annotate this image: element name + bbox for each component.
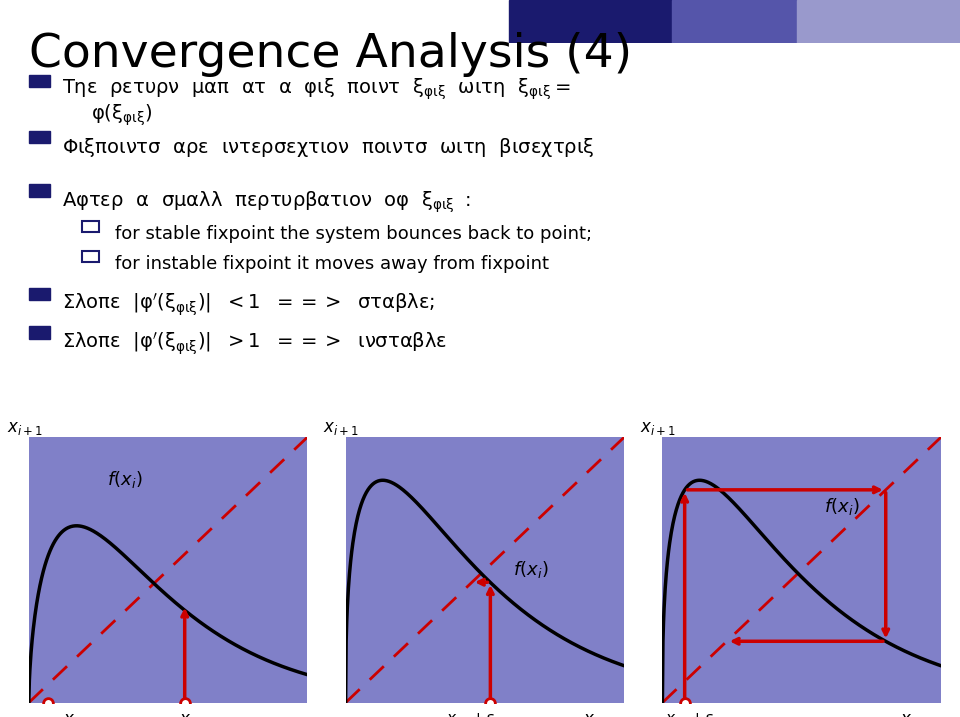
Text: $x_{i+1}$: $x_{i+1}$ xyxy=(324,419,359,437)
Text: $x_{i+1}$: $x_{i+1}$ xyxy=(7,419,42,437)
Bar xyxy=(82,221,99,232)
Text: $f(x_i)$: $f(x_i)$ xyxy=(513,559,548,580)
Text: $x_i$: $x_i$ xyxy=(900,711,915,717)
Text: $x_{fix1}$: $x_{fix1}$ xyxy=(180,711,212,717)
Bar xyxy=(29,184,50,197)
Text: $\mathrm{T\eta\epsilon\ \ \rho\epsilon\tau\upsilon\rho\nu\ \ \mu\alpha\pi\ \ \al: $\mathrm{T\eta\epsilon\ \ \rho\epsilon\t… xyxy=(62,77,571,103)
Text: $x_{fix_2}\!\!+\!\varepsilon$: $x_{fix_2}\!\!+\!\varepsilon$ xyxy=(665,712,714,717)
Text: for instable fixpoint it moves away from fixpoint: for instable fixpoint it moves away from… xyxy=(115,255,549,273)
Text: $f(x_i)$: $f(x_i)$ xyxy=(107,469,142,490)
Bar xyxy=(82,251,99,262)
Text: $\mathrm{\varphi(\xi_{\varphi\iota\xi})}$: $\mathrm{\varphi(\xi_{\varphi\iota\xi})}… xyxy=(91,103,153,128)
Bar xyxy=(29,288,50,300)
Text: $\mathrm{\Phi\iota\xi\pi o\iota\nu\tau\sigma\ \ \alpha\rho\epsilon\ \ \iota\nu\t: $\mathrm{\Phi\iota\xi\pi o\iota\nu\tau\s… xyxy=(62,136,595,158)
Text: $\mathrm{A\varphi\tau\epsilon\rho\ \ \alpha\ \ \sigma\mu\alpha\lambda\lambda\ \ : $\mathrm{A\varphi\tau\epsilon\rho\ \ \al… xyxy=(62,189,470,215)
Text: $x_{fix2}$: $x_{fix2}$ xyxy=(62,711,95,717)
Text: $x_{fix_1}\!\!+\!\varepsilon$: $x_{fix_1}\!\!+\!\varepsilon$ xyxy=(446,712,495,717)
Bar xyxy=(29,326,50,339)
Bar xyxy=(509,0,672,43)
Text: $\mathrm{\Sigma\lambda o\pi\epsilon\ \ |\varphi'(\xi_{\varphi\iota\xi})|\ \ > 1\: $\mathrm{\Sigma\lambda o\pi\epsilon\ \ |… xyxy=(62,331,447,357)
Text: $x_i$: $x_i$ xyxy=(583,711,598,717)
Text: $\mathrm{\Sigma\lambda o\pi\epsilon\ \ |\varphi'(\xi_{\varphi\iota\xi})|\ \ < 1\: $\mathrm{\Sigma\lambda o\pi\epsilon\ \ |… xyxy=(62,292,436,318)
Text: Convergence Analysis (4): Convergence Analysis (4) xyxy=(29,32,632,77)
Bar xyxy=(672,0,797,43)
Text: $x_{i+1}$: $x_{i+1}$ xyxy=(640,419,676,437)
Bar xyxy=(29,130,50,143)
Text: $f(x_i)$: $f(x_i)$ xyxy=(824,495,859,517)
Bar xyxy=(797,0,960,43)
Bar xyxy=(29,75,50,87)
Text: for stable fixpoint the system bounces back to point;: for stable fixpoint the system bounces b… xyxy=(115,224,592,243)
